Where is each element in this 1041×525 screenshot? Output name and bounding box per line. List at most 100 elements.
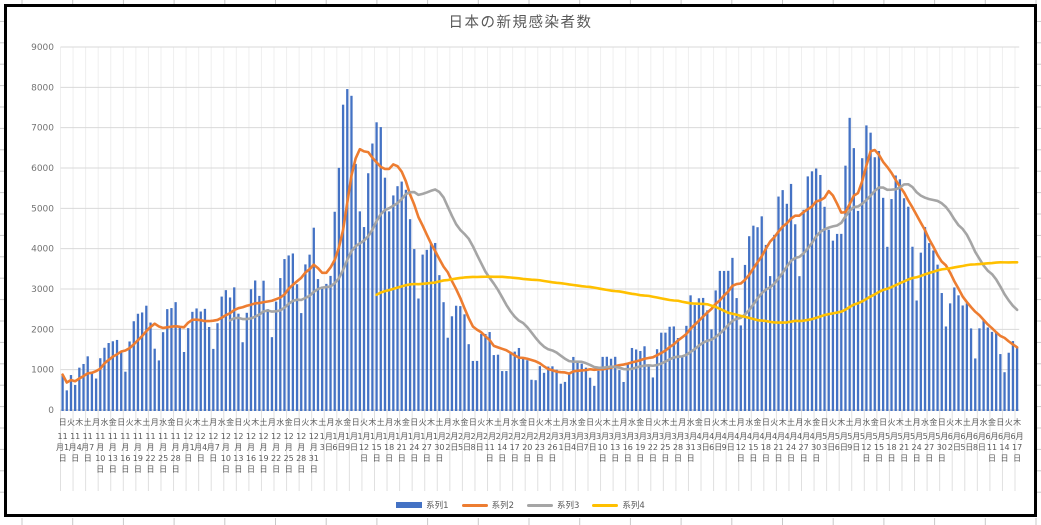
svg-text:月: 月 (222, 443, 230, 452)
svg-text:日: 日 (645, 418, 653, 427)
svg-text:2月: 2月 (445, 432, 458, 441)
svg-text:日: 日 (749, 454, 757, 463)
svg-text:火: 火 (653, 418, 661, 427)
svg-text:水: 水 (862, 417, 870, 427)
svg-text:木: 木 (251, 417, 259, 427)
svg-text:6月: 6月 (973, 432, 986, 441)
svg-text:日: 日 (800, 454, 808, 463)
svg-text:日: 日 (611, 454, 619, 463)
svg-text:日: 日 (703, 418, 711, 427)
svg-text:6日: 6日 (709, 443, 722, 452)
svg-text:9日: 9日 (345, 443, 358, 452)
svg-text:日: 日 (410, 454, 418, 463)
svg-text:10: 10 (598, 443, 608, 452)
svg-text:月: 月 (109, 443, 117, 452)
svg-text:月1: 月1 (56, 443, 69, 452)
chart-title: 日本の新規感染者数 (448, 15, 593, 31)
svg-text:木: 木 (603, 417, 611, 427)
svg-text:日: 日 (234, 465, 242, 474)
svg-text:2月: 2月 (471, 432, 484, 441)
svg-text:日: 日 (636, 454, 644, 463)
svg-text:月: 月 (620, 418, 628, 427)
svg-text:7000: 7000 (31, 124, 54, 134)
svg-text:月: 月 (327, 418, 335, 427)
svg-text:21: 21 (397, 443, 407, 452)
svg-text:日: 日 (821, 418, 829, 427)
svg-text:16: 16 (246, 454, 256, 463)
legend-line-swatch (527, 503, 553, 507)
svg-text:4月: 4月 (810, 432, 823, 441)
svg-text:月: 月 (159, 443, 167, 452)
svg-text:土: 土 (142, 417, 150, 427)
svg-text:月: 月 (134, 443, 142, 452)
svg-text:2000: 2000 (31, 325, 54, 335)
svg-text:日: 日 (310, 465, 318, 474)
svg-text:月: 月 (247, 443, 255, 452)
svg-text:5日: 5日 (960, 443, 973, 452)
svg-text:火: 火 (301, 418, 309, 427)
svg-text:木: 木 (1013, 417, 1021, 427)
svg-text:木: 木 (544, 417, 552, 427)
svg-text:11: 11 (171, 432, 181, 441)
svg-text:2月: 2月 (533, 432, 546, 441)
svg-text:日: 日 (260, 465, 268, 474)
svg-text:28: 28 (673, 443, 683, 452)
svg-text:5日: 5日 (458, 443, 471, 452)
svg-text:8日: 8日 (471, 443, 484, 452)
svg-text:日: 日 (285, 465, 293, 474)
svg-text:2月: 2月 (546, 432, 559, 441)
svg-text:土: 土 (377, 417, 385, 427)
svg-text:6月: 6月 (960, 432, 973, 441)
svg-text:5月: 5月 (923, 432, 936, 441)
svg-text:金: 金 (402, 417, 410, 427)
line-series-3 (228, 182, 1019, 371)
svg-text:16: 16 (120, 454, 130, 463)
svg-text:日: 日 (812, 454, 820, 463)
svg-text:月4: 月4 (194, 443, 207, 452)
svg-text:日: 日 (661, 454, 669, 463)
svg-text:月: 月 (234, 443, 242, 452)
svg-text:水: 水 (687, 417, 695, 427)
svg-text:21: 21 (773, 443, 783, 452)
svg-text:3月: 3月 (596, 432, 609, 441)
svg-text:金: 金 (226, 417, 234, 427)
svg-text:20: 20 (522, 443, 532, 452)
svg-text:4月: 4月 (722, 432, 735, 441)
svg-text:日: 日 (360, 454, 368, 463)
svg-text:4月: 4月 (734, 432, 747, 441)
svg-text:日: 日 (528, 418, 536, 427)
svg-text:土: 土 (260, 417, 268, 427)
legend-label: 系列4 (622, 501, 645, 511)
svg-text:日: 日 (410, 418, 418, 427)
svg-text:26: 26 (547, 443, 557, 452)
svg-text:土: 土 (670, 417, 678, 427)
svg-text:土: 土 (904, 417, 912, 427)
svg-text:日: 日 (59, 418, 67, 427)
svg-text:木: 木 (486, 417, 494, 427)
svg-text:11: 11 (95, 432, 105, 441)
svg-text:金: 金 (988, 417, 996, 427)
svg-text:日: 日 (385, 454, 393, 463)
svg-text:18: 18 (761, 443, 771, 452)
svg-text:11: 11 (58, 432, 68, 441)
y-axis-labels: 0 1000 2000 3000 4000 5000 6000 7000 8000 9000 (31, 43, 54, 416)
svg-text:日: 日 (423, 454, 431, 463)
svg-text:月: 月 (310, 443, 318, 452)
svg-text:水: 水 (804, 417, 812, 427)
svg-text:日: 日 (498, 454, 506, 463)
svg-text:8000: 8000 (31, 83, 54, 93)
svg-text:28: 28 (296, 454, 306, 463)
svg-text:16: 16 (623, 443, 633, 452)
svg-text:5月: 5月 (835, 432, 848, 441)
svg-text:日: 日 (687, 454, 695, 463)
legend-item-4: 系列4 (592, 499, 645, 511)
svg-text:日: 日 (1001, 454, 1009, 463)
line-series-4 (375, 260, 1019, 324)
svg-text:土: 土 (201, 417, 209, 427)
legend: 系列1 系列2 系列3 系列4 (0, 497, 1041, 513)
svg-text:12: 12 (736, 443, 746, 452)
svg-text:日: 日 (988, 454, 996, 463)
x-axis-weekday-labels: 日火木土月水金日火木土月水金日火木土月水金日火木土月水金日火木土月水金日火木土月… (59, 417, 1021, 427)
svg-text:木: 木 (837, 417, 845, 427)
